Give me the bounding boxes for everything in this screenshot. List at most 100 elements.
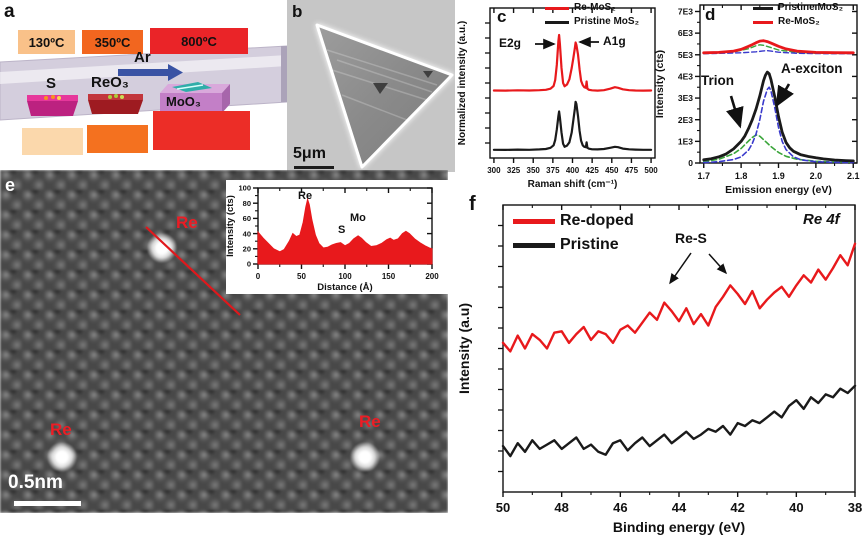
sulfur-powder [57, 96, 61, 100]
re-4f-corner-label: Re 4f [803, 211, 840, 228]
x-tick-label: 325 [507, 166, 521, 175]
series-line [501, 242, 857, 353]
sulfur-powder [44, 96, 48, 100]
legend-label-pristine-mos2: Pristine MoS₂ [574, 16, 640, 27]
reo3-powder [114, 94, 118, 98]
reo3-powder [120, 95, 124, 99]
x-tick-label: 50 [297, 272, 306, 281]
trion-label: Trion [701, 73, 734, 88]
y-tick-label: 6E3 [678, 28, 693, 38]
series-line [702, 134, 855, 163]
series-line [492, 33, 653, 92]
y-tick-label: 0 [688, 158, 693, 168]
y-tick-label: 0 [247, 260, 251, 269]
legend-label-re-mos2: Re-MoS₂ [574, 2, 616, 13]
x-tick-label: 375 [546, 166, 560, 175]
x-tick-label: 44 [672, 500, 687, 515]
series-line [492, 100, 653, 151]
series-line [703, 50, 855, 55]
sulfur-label: S [46, 75, 57, 92]
zone-130c-label: 130ºC [28, 34, 65, 50]
panel-d-photoluminescence: 1.7 1.8 1.9 2.0 2.1 0 1E3 2E3 3E3 4E3 5E3 6E3 7E3 Emi… [654, 0, 865, 197]
y-tick-label: 4E3 [678, 71, 693, 81]
legend-label-re-mos2: Re-MoS₂ [778, 16, 820, 27]
legend-line-black [545, 20, 569, 24]
sem-scalebar [294, 166, 334, 169]
x-tick-label: 2.1 [847, 171, 860, 181]
re-s-label: Re-S [675, 230, 707, 246]
panel-b-letter: b [292, 2, 303, 21]
x-tick-label: 40 [789, 500, 803, 515]
flake-streaks [326, 49, 438, 121]
moo3-label: MoO₃ [166, 94, 201, 109]
zone-350c-lower-block [87, 125, 148, 153]
legend-label-pristine: Pristine [560, 236, 619, 253]
panel-e-stem-image: e Re Re Re 0.5nm 0 50 100 150 200 0 20 40 60 80 10… [0, 170, 448, 513]
x-tick-label: 150 [382, 272, 396, 281]
reo3-powder [108, 95, 112, 99]
re-dopant-atom-3 [350, 442, 380, 472]
x-axis-title: Binding energy (eV) [613, 519, 745, 535]
x-tick-label: 46 [613, 500, 627, 515]
series-line [702, 39, 855, 55]
x-tick-label: 200 [425, 272, 439, 281]
zone-350c-label: 350ºC [94, 34, 131, 50]
re-dopant-atom-1 [147, 233, 177, 263]
legend-line-red [545, 6, 569, 10]
re-atom-label-3: Re [359, 412, 381, 431]
re-dopant-atom-2 [47, 442, 77, 472]
x-tick-label: 475 [625, 166, 639, 175]
x-axis-title: Distance (Å) [317, 282, 372, 293]
x-tick-label: 1.7 [697, 171, 710, 181]
panel-c-raman: 300 325 350 375 400 425 450 475 500 Raman shift (… [455, 0, 665, 196]
panel-e-letter: e [5, 175, 16, 195]
y-axis-title: Normalized intensity (a.u.) [457, 21, 468, 145]
x-tick-label: 400 [566, 166, 580, 175]
x-tick-label: 48 [554, 500, 568, 515]
x-tick-label: 100 [338, 272, 352, 281]
legend-line-red [753, 20, 773, 24]
panel-f-xps: 50 48 46 44 42 40 38 Binding energy (eV) Intensi… [455, 190, 865, 538]
legend-label-re-doped: Re-doped [560, 212, 634, 229]
pl-legend-pristine: Pristine MoS₂ [753, 3, 843, 13]
y-tick-label: 1E3 [678, 136, 693, 146]
x-tick-label: 0 [256, 272, 261, 281]
panel-b-sem-image: b 5μm [287, 0, 455, 172]
stem-scalebar-label: 0.5nm [8, 472, 63, 493]
legend-label-pristine-mos2: Pristine MoS₂ [778, 2, 844, 13]
y-tick-label: 60 [243, 214, 251, 223]
x-tick-label: 1.9 [772, 171, 785, 181]
y-tick-label: 2E3 [678, 115, 693, 125]
zone-800c-block: 800ºC [150, 28, 248, 54]
a1g-peak-label: A1g [603, 34, 626, 48]
panel-a-growth-schematic: 130ºC 350ºC 800ºC a Ar S ReO₃ MoO₃ [0, 0, 287, 172]
a-exciton-label: A-exciton [781, 61, 843, 76]
mos2-flake-triangle [315, 23, 454, 169]
sulfur-powder [51, 95, 55, 99]
series-line [501, 384, 857, 458]
y-tick-label: 20 [243, 245, 251, 254]
zone-130c-lower-block [22, 128, 83, 155]
x-tick-label: 300 [487, 166, 501, 175]
axis-frame [489, 7, 656, 159]
y-tick-label: 5E3 [678, 50, 693, 60]
x-tick-label: 38 [848, 500, 862, 515]
panel-c-letter: c [497, 7, 507, 26]
flake-highlight [176, 84, 204, 90]
pl-legend-re: Re-MoS₂ [753, 17, 820, 27]
y-tick-label: 40 [243, 229, 251, 238]
x-tick-label: 500 [644, 166, 658, 175]
reo3-label: ReO₃ [91, 74, 129, 91]
grown-flake [172, 82, 212, 92]
raman-chart: 300 325 350 375 400 425 450 475 500 Raman shift (… [457, 7, 658, 190]
x-tick-label: 2.0 [810, 171, 823, 181]
raman-legend-re: Re-MoS₂ [545, 3, 616, 13]
x-axis-title: Emission energy (eV) [725, 184, 832, 196]
y-tick-label: 7E3 [678, 7, 693, 17]
sulfur-boat [27, 101, 78, 116]
y-tick-label: 3E3 [678, 93, 693, 103]
raman-legend-pristine: Pristine MoS₂ [545, 17, 639, 27]
moo3-crucible-side [222, 84, 230, 113]
